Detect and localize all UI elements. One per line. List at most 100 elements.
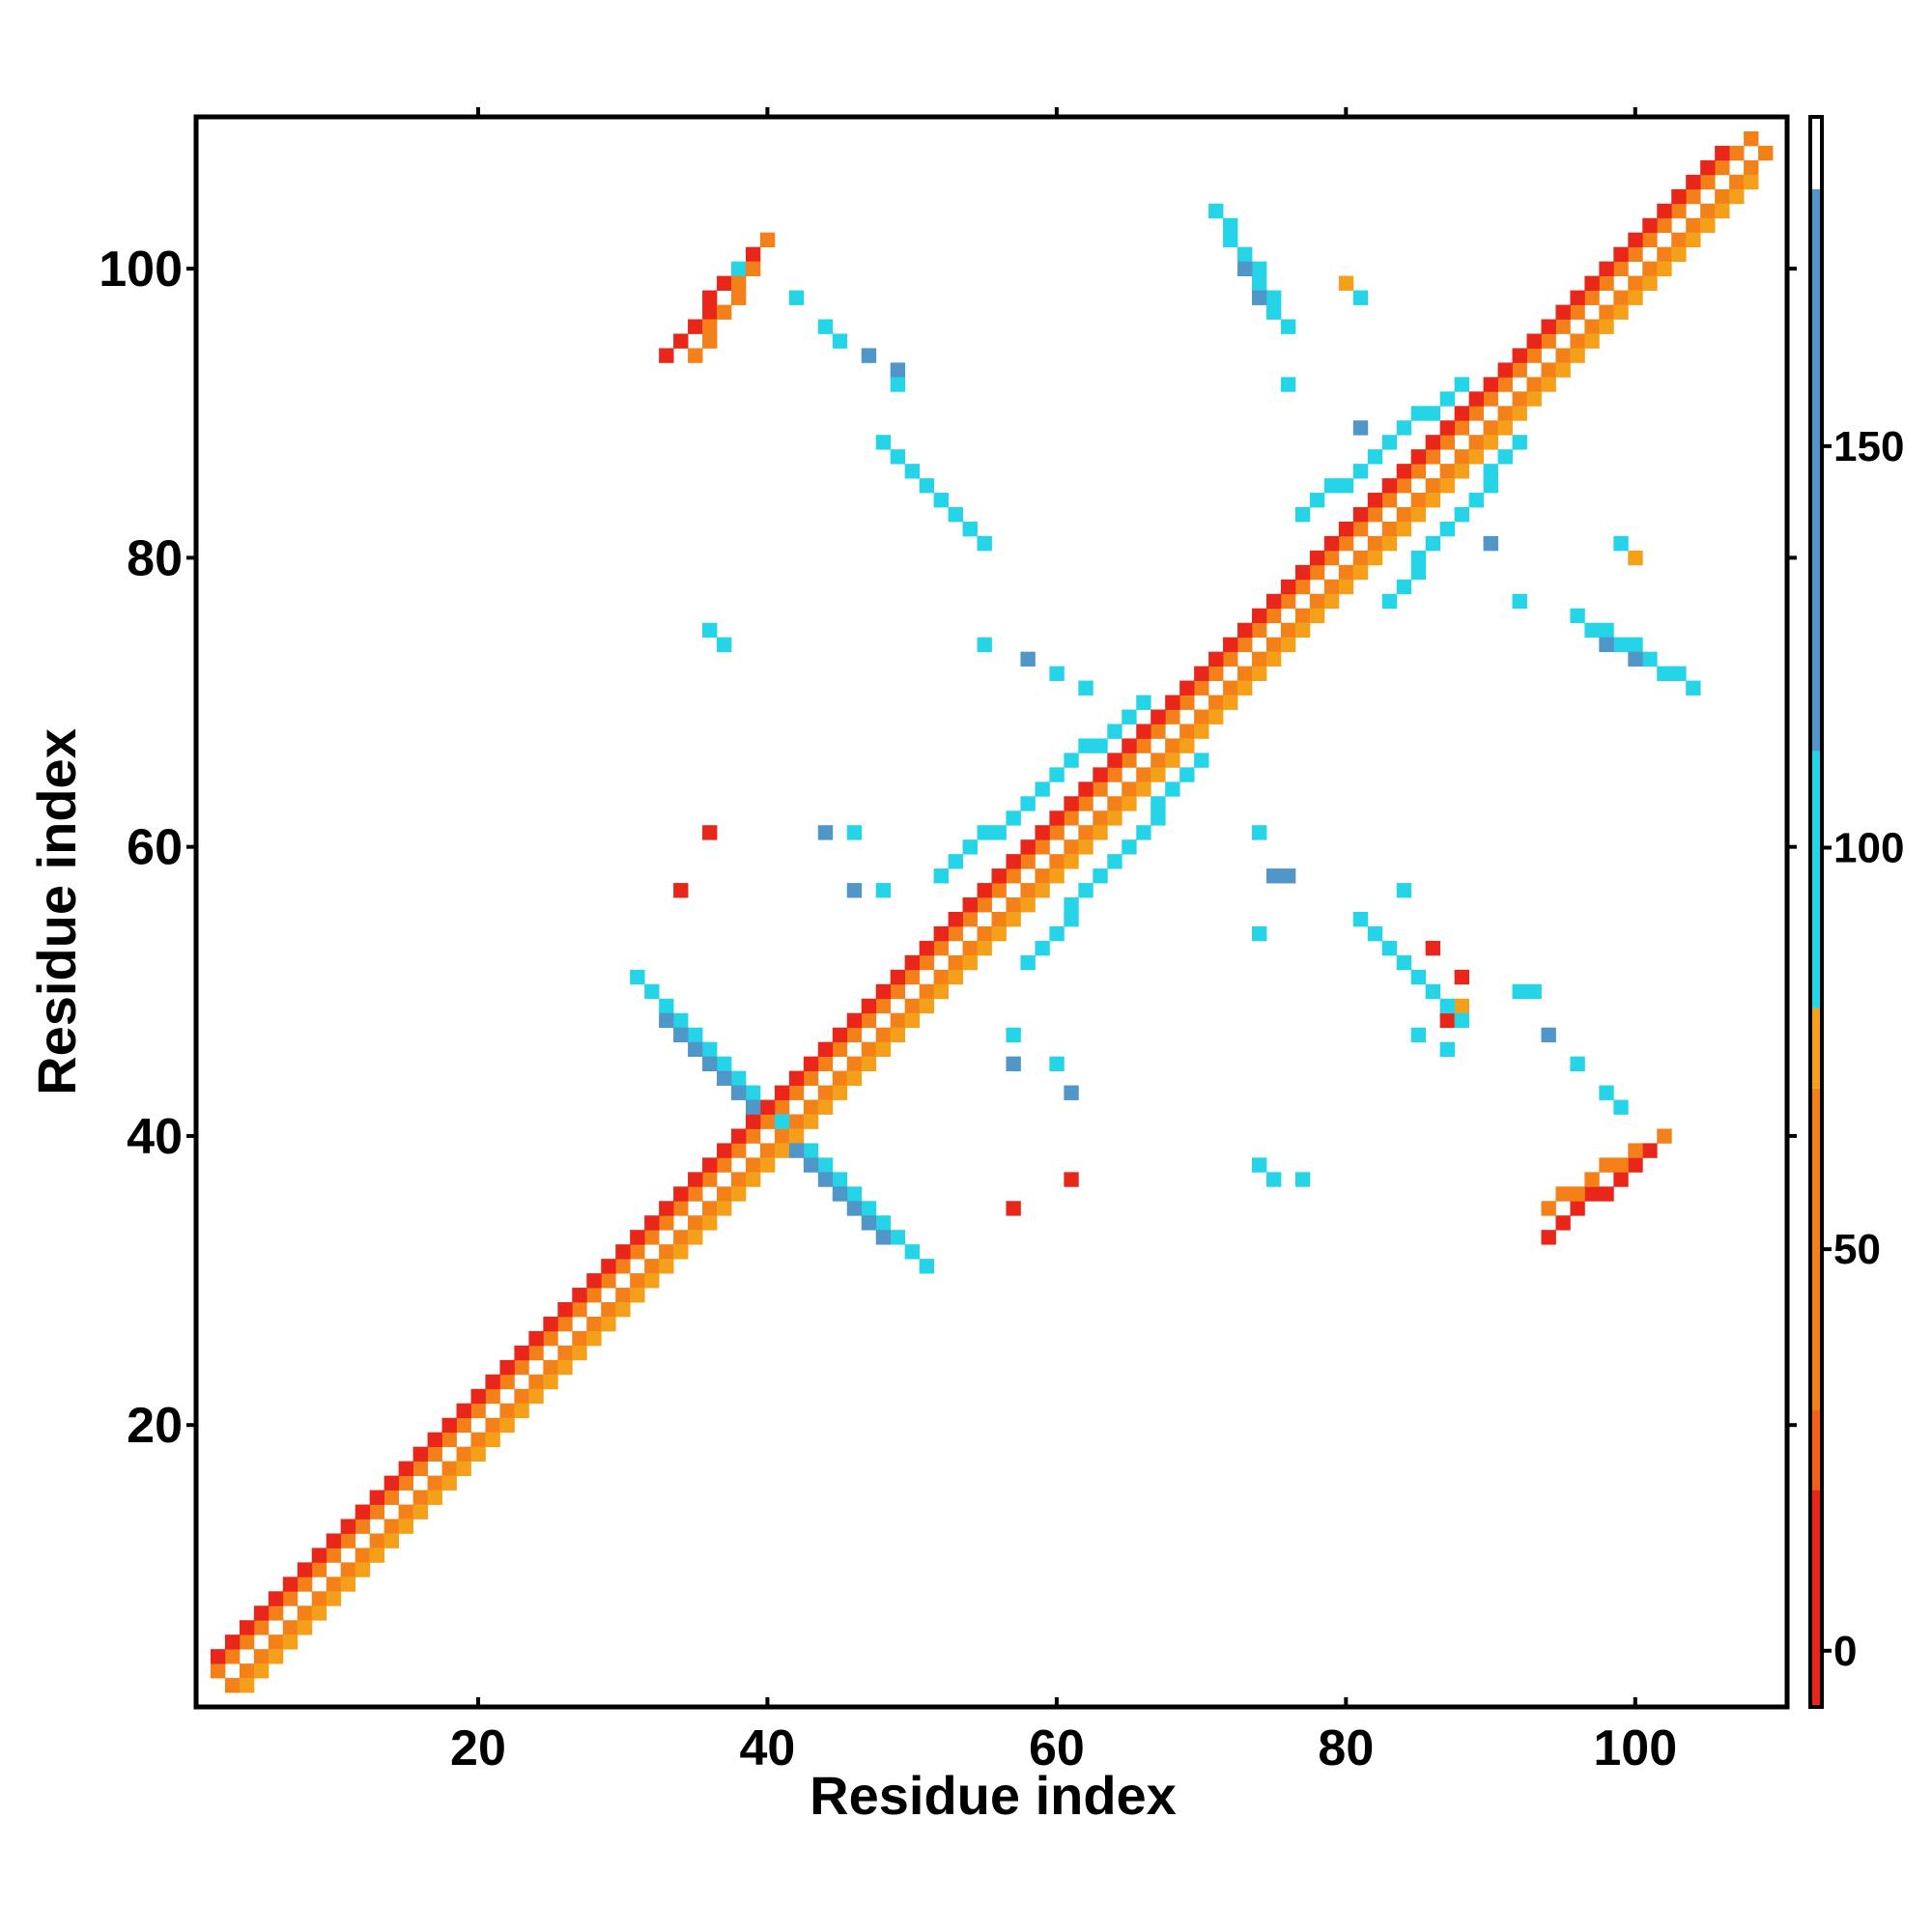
heatmap-cell (1064, 1085, 1079, 1100)
heatmap-cell (1265, 1172, 1282, 1187)
heatmap-cell (1122, 753, 1137, 768)
heatmap-cell (1020, 854, 1036, 869)
heatmap-cell (1237, 680, 1253, 696)
heatmap-cell (1454, 449, 1469, 465)
heatmap-cell (1367, 925, 1383, 942)
heatmap-cell (1439, 521, 1456, 537)
heatmap-cell (788, 1114, 805, 1129)
heatmap-cell (1410, 550, 1427, 566)
heatmap-cell (1020, 796, 1036, 811)
heatmap-cell (673, 1186, 689, 1202)
heatmap-cell (1136, 825, 1151, 840)
heatmap-cell (919, 998, 935, 1014)
heatmap-cell (817, 825, 834, 840)
heatmap-cell (1700, 159, 1716, 176)
heatmap-cell (1686, 217, 1701, 234)
heatmap-cell (1454, 420, 1469, 436)
heatmap-cell (1454, 377, 1469, 392)
heatmap-cell (1497, 406, 1513, 421)
heatmap-cell (1425, 478, 1441, 494)
heatmap-cell (1396, 507, 1412, 523)
heatmap-cell (1252, 651, 1267, 668)
y-tick-label: 60 (127, 820, 183, 876)
heatmap-cell (1194, 709, 1209, 724)
heatmap-cell (398, 1475, 413, 1491)
heatmap-cell (1309, 550, 1325, 566)
heatmap-cell (355, 1562, 371, 1577)
heatmap-cell (1179, 680, 1195, 696)
heatmap-cell (1006, 897, 1021, 913)
heatmap-cell (659, 998, 674, 1014)
heatmap-cell (1671, 232, 1687, 248)
heatmap-cell (977, 535, 992, 552)
heatmap-cell (1352, 550, 1369, 566)
heatmap-cell (919, 478, 935, 494)
heatmap-cell (861, 1012, 877, 1029)
heatmap-cell (948, 507, 963, 523)
heatmap-cell (788, 1143, 805, 1158)
heatmap-cell (1381, 521, 1398, 537)
heatmap-cell (846, 1201, 863, 1216)
heatmap-cell (832, 1186, 848, 1202)
heatmap-cell (412, 1461, 428, 1476)
heatmap-cell (904, 1244, 921, 1260)
heatmap-cell (933, 868, 949, 884)
heatmap-cell (1512, 435, 1527, 450)
heatmap-cell (1570, 290, 1585, 305)
heatmap-cell (1323, 550, 1340, 566)
colorbar-frame (1808, 115, 1824, 1709)
heatmap-cell (1410, 969, 1427, 985)
heatmap-cell (1165, 695, 1180, 710)
heatmap-cell (644, 1230, 660, 1245)
heatmap-cell (369, 1533, 385, 1548)
heatmap-cell (1396, 521, 1412, 537)
heatmap-cell (1064, 912, 1079, 927)
heatmap-cell (688, 1215, 703, 1231)
heatmap-cell (702, 319, 718, 334)
heatmap-cell (514, 1403, 529, 1419)
heatmap-cell (890, 377, 906, 392)
heatmap-cell (904, 969, 921, 985)
heatmap-cell (702, 825, 718, 840)
heatmap-cell (1454, 969, 1469, 985)
heatmap-cell (1165, 738, 1180, 753)
heatmap-cell (1078, 796, 1094, 811)
heatmap-cell (1512, 406, 1527, 421)
heatmap-cell (1381, 535, 1398, 552)
heatmap-cell (1223, 232, 1238, 248)
heatmap-cell (948, 969, 963, 985)
heatmap-cell (962, 897, 978, 913)
heatmap-cell (601, 1273, 616, 1289)
colorbar-band (1810, 188, 1822, 752)
heatmap-cell (1628, 232, 1643, 248)
heatmap-cell (1093, 738, 1108, 753)
heatmap-cell (904, 1012, 921, 1029)
heatmap-cell (499, 1417, 515, 1434)
heatmap-cell (1151, 709, 1166, 724)
heatmap-cell (1165, 753, 1180, 768)
heatmap-cell (1700, 203, 1716, 219)
heatmap-cell (1512, 593, 1527, 610)
heatmap-cell (730, 1085, 747, 1100)
heatmap-cell (1584, 319, 1600, 334)
heatmap-cell (803, 1143, 819, 1158)
heatmap-cell (1584, 1172, 1600, 1187)
heatmap-cell (1223, 637, 1238, 653)
heatmap-cell (224, 1678, 241, 1693)
heatmap-cell (875, 883, 892, 898)
heatmap-cell (1671, 188, 1687, 205)
x-tick-label: 40 (740, 1720, 796, 1776)
heatmap-cell (702, 1172, 718, 1187)
heatmap-cell (759, 1157, 776, 1173)
heatmap-cell (1657, 246, 1672, 263)
heatmap-cell (586, 1288, 602, 1303)
heatmap-cell (1006, 912, 1021, 927)
heatmap-cell (253, 1663, 270, 1679)
heatmap-cell (253, 1620, 270, 1635)
heatmap-cell (861, 348, 877, 363)
heatmap-cell (485, 1374, 500, 1390)
heatmap-cell (1671, 666, 1687, 681)
heatmap-cell (1425, 535, 1441, 552)
heatmap-cell (962, 839, 978, 855)
heatmap-cell (282, 1591, 298, 1606)
